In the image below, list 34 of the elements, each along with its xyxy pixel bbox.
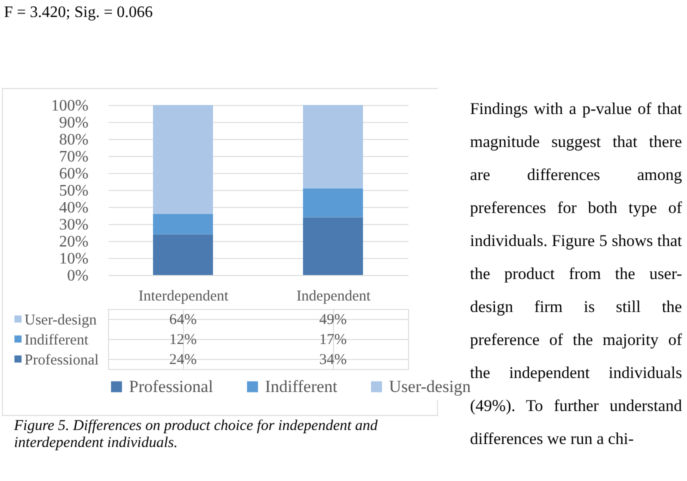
data-label: 49% (319, 312, 347, 328)
legend-label: Indifferent (24, 332, 90, 348)
x-tick-label: Interdependent (138, 288, 230, 304)
y-tick-label: 10% (59, 250, 88, 268)
text: Indifferent (265, 376, 338, 396)
x-tick-label: Independent (296, 288, 372, 304)
data-label: 17% (319, 332, 347, 348)
y-tick-label: 70% (59, 148, 88, 166)
y-tick-label: 0% (67, 268, 88, 284)
text: F = 3.420; Sig. = 0.066 (4, 4, 153, 22)
y-tick-label: 30% (59, 216, 88, 234)
y-tick-label: 20% (59, 234, 88, 250)
bar (303, 188, 363, 218)
bar (153, 105, 213, 214)
bar (303, 105, 363, 188)
data-label: 12% (169, 332, 197, 348)
y-tick-label: 40% (59, 200, 88, 216)
legend-label: User-design (24, 312, 98, 328)
y-tick-label: 100% (51, 98, 88, 114)
data-label: 64% (169, 312, 197, 328)
text: Findings with a p-value of that magnitude suggest that there are differences among preferences for both type of individuals. Figure 5 shows that the product from the user-design firm is still the preference of the majority of the independent individuals (49%). To further understand differences we run a chi- (470, 99, 682, 448)
bar (303, 217, 363, 275)
y-tick-label: 60% (59, 166, 88, 182)
data-label: 34% (319, 352, 347, 368)
bar (153, 214, 213, 234)
text: Figure 5. Differences on product choice for independent and interdependent individuals. (14, 418, 379, 452)
text: User-design (389, 376, 471, 396)
data-label: 24% (169, 352, 197, 368)
y-tick-label: 80% (59, 132, 88, 148)
y-tick-label: 50% (59, 182, 88, 200)
legend-label: Professional (24, 352, 99, 368)
text: Professional (129, 376, 214, 396)
bar (153, 234, 213, 275)
y-tick-label: 90% (59, 114, 88, 132)
